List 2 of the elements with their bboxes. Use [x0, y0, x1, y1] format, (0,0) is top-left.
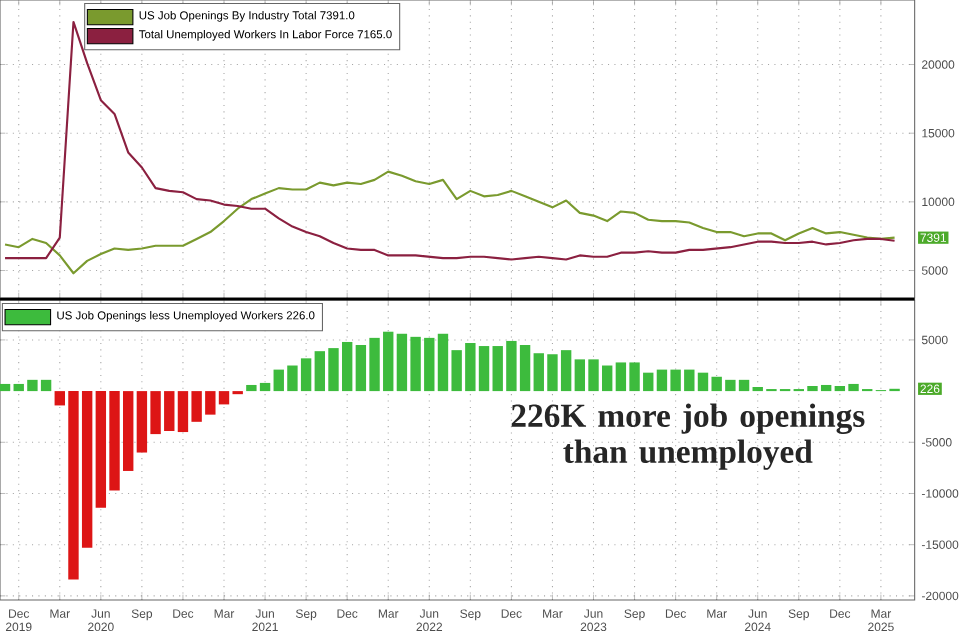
annotation: 226K more job openings than unemployed — [511, 403, 865, 470]
bar — [0, 383, 11, 392]
